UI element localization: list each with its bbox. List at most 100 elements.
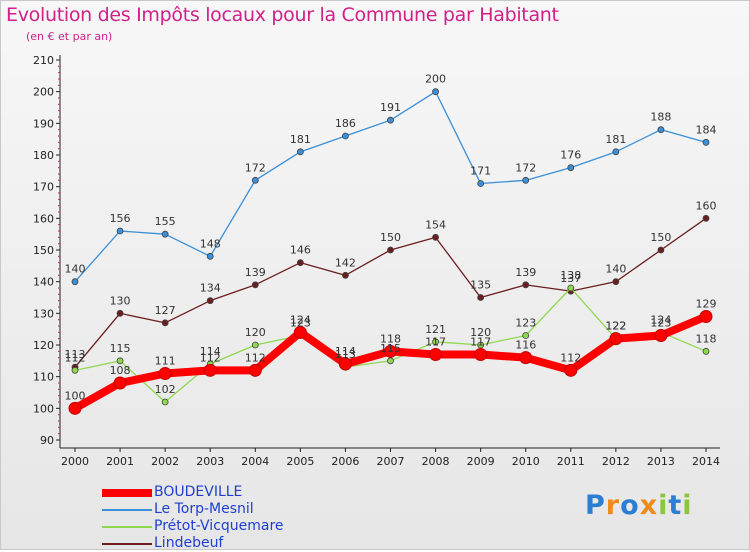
data-point — [116, 227, 124, 235]
data-point — [612, 278, 620, 286]
data-point — [71, 278, 79, 286]
y-tick-label: 210 — [33, 54, 54, 67]
data-point — [384, 344, 397, 358]
data-label: 108 — [110, 364, 131, 377]
data-point — [432, 338, 439, 346]
data-label: 171 — [470, 165, 491, 178]
y-tick-label: 140 — [33, 276, 54, 289]
data-label: 123 — [650, 317, 671, 330]
data-point — [432, 233, 439, 241]
data-label: 122 — [605, 320, 626, 333]
data-label: 172 — [515, 161, 536, 174]
data-label: 124 — [650, 313, 671, 326]
logo-letter: x — [639, 490, 659, 521]
data-point — [564, 363, 578, 377]
data-label: 115 — [380, 342, 401, 355]
y-tick-label: 150 — [33, 244, 54, 257]
y-tick-label: 170 — [33, 181, 54, 194]
data-point — [522, 176, 530, 184]
data-point — [251, 341, 259, 349]
x-tick-label: 2002 — [151, 455, 179, 468]
data-label: 121 — [425, 323, 446, 336]
data-label: 191 — [380, 101, 401, 114]
data-label: 114 — [200, 345, 221, 358]
data-label: 111 — [155, 355, 176, 368]
data-point — [702, 347, 710, 355]
data-label: 112 — [560, 351, 581, 364]
x-tick-label: 2013 — [647, 455, 675, 468]
data-label: 127 — [155, 304, 176, 317]
x-tick-label: 2003 — [196, 455, 224, 468]
data-point — [474, 348, 488, 361]
data-label: 112 — [200, 351, 221, 364]
data-point — [161, 319, 169, 327]
legend-label: Le Torp-Mesnil — [154, 501, 254, 517]
data-label: 155 — [155, 215, 176, 228]
data-point — [387, 116, 394, 124]
data-point — [567, 164, 575, 172]
logo-letter: t — [668, 490, 683, 521]
data-label: 142 — [335, 256, 356, 269]
logo-letter: P — [585, 490, 606, 521]
y-tick-label: 90 — [40, 434, 54, 447]
data-point — [161, 230, 169, 238]
data-point — [699, 310, 713, 323]
data-label: 150 — [650, 231, 671, 244]
x-tick-label: 2005 — [286, 455, 314, 468]
chart-subtitle: (en € et par an) — [26, 30, 113, 43]
data-label: 139 — [245, 266, 266, 279]
data-label: 122 — [605, 320, 626, 333]
data-point — [161, 398, 169, 406]
data-label: 123 — [515, 317, 536, 330]
data-point — [429, 348, 443, 361]
data-label: 137 — [560, 272, 581, 285]
data-label: 181 — [290, 133, 311, 146]
y-tick-label: 200 — [33, 86, 54, 99]
data-label: 148 — [200, 237, 221, 250]
data-point — [522, 281, 530, 289]
logo-letter: i — [658, 490, 669, 521]
x-tick-label: 2004 — [241, 455, 269, 468]
data-label: 118 — [696, 332, 717, 345]
data-label: 140 — [65, 263, 86, 276]
data-label: 146 — [290, 244, 311, 257]
data-point — [206, 297, 214, 305]
data-point — [116, 309, 124, 317]
data-label: 130 — [110, 294, 131, 307]
x-tick-label: 2011 — [557, 455, 585, 468]
data-point — [113, 376, 127, 390]
data-label: 117 — [425, 336, 446, 349]
data-label: 139 — [515, 266, 536, 279]
data-point — [477, 180, 485, 187]
data-point — [432, 88, 439, 96]
data-label: 184 — [696, 123, 717, 136]
y-tick-label: 160 — [33, 212, 54, 225]
data-point — [206, 252, 214, 260]
data-point — [387, 246, 394, 254]
y-tick-label: 180 — [33, 149, 54, 162]
y-tick-label: 130 — [33, 307, 54, 320]
data-point — [342, 132, 349, 140]
data-label: 150 — [380, 231, 401, 244]
x-tick-label: 2012 — [602, 455, 630, 468]
data-label: 140 — [605, 263, 626, 276]
data-label: 176 — [560, 149, 581, 162]
data-point — [654, 329, 668, 342]
x-tick-label: 2014 — [692, 455, 720, 468]
data-label: 138 — [560, 269, 581, 282]
x-tick-label: 2010 — [512, 455, 540, 468]
data-label: 112 — [65, 351, 86, 364]
data-point — [71, 366, 79, 374]
data-label: 124 — [290, 313, 311, 326]
y-tick-label: 110 — [33, 371, 54, 384]
data-label: 113 — [65, 348, 86, 361]
data-label: 135 — [470, 279, 491, 292]
data-point — [567, 284, 575, 292]
data-point — [158, 367, 172, 380]
x-tick-label: 2009 — [467, 455, 495, 468]
x-tick-label: 2007 — [377, 455, 405, 468]
data-label: 154 — [425, 218, 446, 231]
data-label: 156 — [110, 212, 131, 225]
data-label: 134 — [200, 282, 221, 295]
data-point — [203, 363, 217, 377]
